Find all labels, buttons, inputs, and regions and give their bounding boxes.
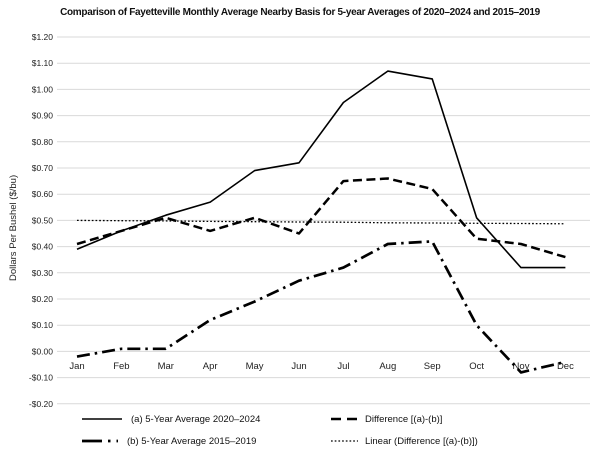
x-tick-label: Jul	[337, 361, 349, 372]
y-tick-label: $0.40	[32, 242, 54, 252]
y-tick-label: $0.80	[32, 137, 54, 147]
y-tick-label: $1.10	[32, 58, 54, 68]
series-line-dash-dot	[76, 240, 566, 374]
y-tick-label: -$0.20	[29, 399, 53, 409]
y-tick-label: $0.10	[32, 320, 54, 330]
legend-item-series-a: (a) 5-Year Average 2020–2024	[80, 413, 330, 425]
legend-item-series-b: (b) 5-Year Average 2015–2019	[80, 435, 330, 447]
x-tick-label: Jun	[291, 361, 306, 372]
legend-item-linear-trend: Linear (Difference [(a)-(b)])	[330, 435, 550, 447]
x-tick-label: Feb	[113, 361, 129, 372]
x-tick-label: Dec	[557, 361, 574, 372]
x-tick-label: Mar	[158, 361, 174, 372]
y-tick-label: $1.00	[32, 84, 54, 94]
y-tick-label: $0.70	[32, 163, 54, 173]
x-tick-label: Aug	[379, 361, 396, 372]
legend-sample-dash-dot-line	[82, 439, 118, 443]
x-tick-label: Apr	[203, 361, 218, 372]
chart-title: Comparison of Fayetteville Monthly Avera…	[60, 7, 540, 18]
legend: (a) 5-Year Average 2020–2024 Difference …	[80, 413, 550, 447]
legend-label-series-a: (a) 5-Year Average 2020–2024	[131, 413, 261, 425]
x-tick-label: Sep	[424, 361, 441, 372]
x-tick-label: Jan	[69, 361, 84, 372]
y-tick-label: $0.30	[32, 268, 54, 278]
y-tick-label: $0.50	[32, 215, 54, 225]
legend-label-series-b: (b) 5-Year Average 2015–2019	[127, 435, 257, 447]
y-tick-label: -$0.10	[29, 373, 53, 383]
series-line-solid	[76, 70, 566, 269]
y-tick-label: $0.00	[32, 346, 54, 356]
legend-sample-dashed-line	[331, 417, 358, 421]
x-tick-label: May	[246, 361, 264, 372]
y-tick-label: $0.90	[32, 111, 54, 121]
x-tick-label: Nov	[513, 361, 530, 372]
series-line-dashed	[76, 177, 566, 259]
legend-sample-solid-line	[82, 418, 122, 420]
legend-sample-dotted-line	[331, 440, 358, 442]
y-tick-label: $1.20	[32, 32, 54, 42]
legend-item-difference: Difference [(a)-(b)]	[330, 413, 550, 425]
legend-label-linear-trend: Linear (Difference [(a)-(b)])	[365, 435, 478, 447]
y-tick-label: $0.20	[32, 294, 54, 304]
legend-label-difference: Difference [(a)-(b)]	[365, 413, 443, 425]
y-tick-label: $0.60	[32, 189, 54, 199]
x-tick-label: Oct	[469, 361, 484, 372]
